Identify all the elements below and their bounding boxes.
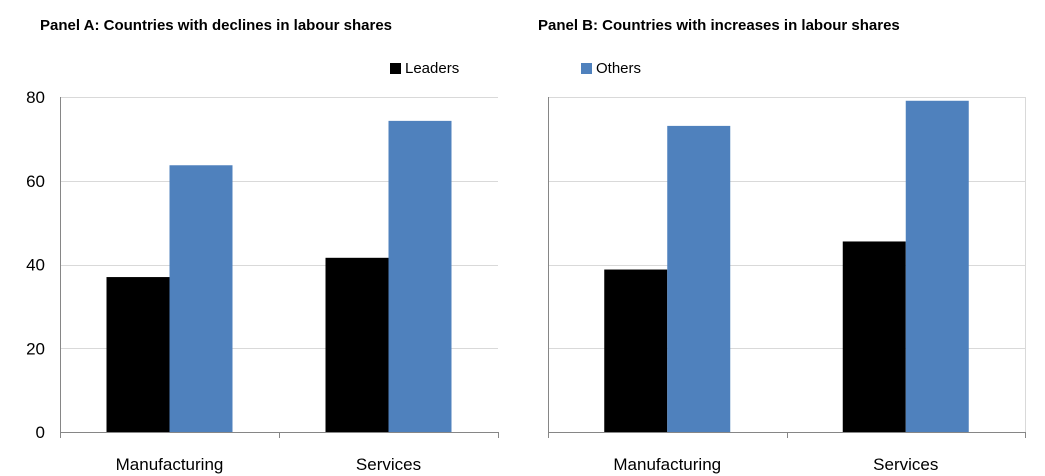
panel-a-y-tick-label: 80 <box>26 88 45 107</box>
legend-others: Others <box>581 60 641 77</box>
panel-a-category-label: Services <box>356 455 421 474</box>
panel-b-bar-leaders-manufacturing <box>604 269 668 432</box>
legend-leaders: Leaders <box>390 60 459 77</box>
panel-a-bar-leaders-services <box>325 257 389 432</box>
panel-b-category-label: Services <box>873 455 938 474</box>
panel-b-bar-leaders-services <box>842 241 906 432</box>
panel-a-bar-others-services <box>388 120 452 433</box>
panel-b-title: Panel B: Countries with increases in lab… <box>538 17 900 34</box>
legend-leaders-label: Leaders <box>405 60 460 77</box>
panel-a-y-tick-label: 40 <box>26 256 45 275</box>
panel-b-bar-others-services <box>905 100 969 433</box>
legend-leaders-swatch <box>390 63 401 74</box>
panel-a-title: Panel A: Countries with declines in labo… <box>40 17 393 34</box>
panel-a-y-tick-label: 60 <box>26 172 45 191</box>
legend-others-swatch <box>581 63 592 74</box>
panel-a-bar-leaders-manufacturing <box>106 277 170 432</box>
legend-others-label: Others <box>596 60 642 77</box>
panel-a-bar-others-manufacturing <box>169 165 233 432</box>
panel-b-bar-others-manufacturing <box>667 125 731 433</box>
panel-a-category-label: Manufacturing <box>116 455 224 474</box>
panel-b-category-label: Manufacturing <box>613 455 721 474</box>
panel-a-y-tick-label: 0 <box>36 423 45 442</box>
panel-a-y-tick-label: 20 <box>26 339 45 358</box>
